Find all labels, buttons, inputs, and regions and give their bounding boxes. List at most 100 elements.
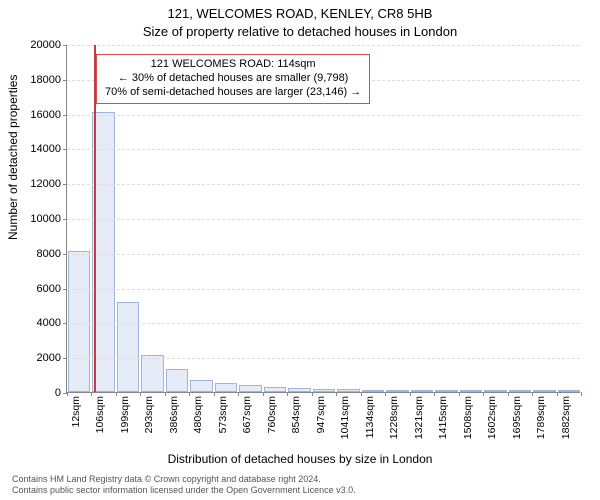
xtick-label: 1321sqm xyxy=(413,396,425,439)
chart-title-line2: Size of property relative to detached ho… xyxy=(0,24,600,39)
histogram-bar xyxy=(264,387,287,392)
xtick-mark xyxy=(361,392,362,396)
ytick-label: 8000 xyxy=(37,248,61,260)
ytick-mark xyxy=(63,80,67,81)
xtick-mark xyxy=(287,392,288,396)
xtick-mark xyxy=(336,392,337,396)
xtick-label: 1415sqm xyxy=(437,396,449,439)
chart-container: 121, WELCOMES ROAD, KENLEY, CR8 5HB Size… xyxy=(0,0,600,500)
ytick-label: 20000 xyxy=(30,39,61,51)
histogram-bar xyxy=(141,355,164,392)
histogram-bar xyxy=(313,389,336,392)
xtick-mark xyxy=(189,392,190,396)
xtick-mark xyxy=(483,392,484,396)
ytick-label: 0 xyxy=(55,387,61,399)
xtick-label: 293sqm xyxy=(143,396,155,433)
gridline xyxy=(67,254,580,255)
ytick-mark xyxy=(63,289,67,290)
xtick-label: 1789sqm xyxy=(535,396,547,439)
ytick-mark xyxy=(63,323,67,324)
histogram-bar xyxy=(190,380,213,392)
attribution-text: Contains HM Land Registry data © Crown c… xyxy=(12,474,356,496)
histogram-bar xyxy=(411,390,434,392)
xtick-label: 854sqm xyxy=(290,396,302,433)
chart-title-line1: 121, WELCOMES ROAD, KENLEY, CR8 5HB xyxy=(0,6,600,21)
xtick-label: 1882sqm xyxy=(560,396,572,439)
gridline xyxy=(67,184,580,185)
xtick-label: 760sqm xyxy=(266,396,278,433)
gridline xyxy=(67,289,580,290)
histogram-bar xyxy=(533,390,556,392)
ytick-label: 16000 xyxy=(30,109,61,121)
gridline xyxy=(67,149,580,150)
ytick-mark xyxy=(63,184,67,185)
xtick-label: 106sqm xyxy=(94,396,106,433)
xtick-mark xyxy=(91,392,92,396)
xtick-mark xyxy=(165,392,166,396)
xtick-label: 386sqm xyxy=(168,396,180,433)
histogram-bar xyxy=(362,390,385,392)
histogram-bar xyxy=(117,302,140,392)
ytick-label: 12000 xyxy=(30,178,61,190)
histogram-bar xyxy=(288,388,311,392)
attribution-line2: Contains public sector information licen… xyxy=(12,485,356,496)
histogram-bar xyxy=(166,369,189,392)
ytick-label: 10000 xyxy=(30,213,61,225)
xtick-label: 199sqm xyxy=(119,396,131,433)
ytick-mark xyxy=(63,219,67,220)
xtick-mark xyxy=(581,392,582,396)
attribution-line1: Contains HM Land Registry data © Crown c… xyxy=(12,474,356,485)
histogram-bar xyxy=(558,390,581,392)
ytick-label: 2000 xyxy=(37,352,61,364)
xtick-label: 1508sqm xyxy=(462,396,474,439)
gridline xyxy=(67,115,580,116)
ytick-mark xyxy=(63,254,67,255)
histogram-bar xyxy=(460,390,483,392)
histogram-bar xyxy=(337,389,360,392)
xtick-mark xyxy=(532,392,533,396)
ytick-mark xyxy=(63,45,67,46)
x-axis-label: Distribution of detached houses by size … xyxy=(0,452,600,466)
xtick-label: 1602sqm xyxy=(486,396,498,439)
xtick-mark xyxy=(67,392,68,396)
xtick-mark xyxy=(459,392,460,396)
xtick-mark xyxy=(385,392,386,396)
xtick-label: 1134sqm xyxy=(364,396,376,438)
gridline xyxy=(67,358,580,359)
xtick-mark xyxy=(140,392,141,396)
ytick-mark xyxy=(63,115,67,116)
ytick-label: 6000 xyxy=(37,283,61,295)
gridline xyxy=(67,323,580,324)
callout-line2: ← 30% of detached houses are smaller (9,… xyxy=(105,72,361,86)
histogram-bar xyxy=(239,385,262,392)
ytick-mark xyxy=(63,149,67,150)
ytick-mark xyxy=(63,358,67,359)
xtick-mark xyxy=(434,392,435,396)
xtick-label: 573sqm xyxy=(217,396,229,433)
callout-box: 121 WELCOMES ROAD: 114sqm ← 30% of detac… xyxy=(96,54,370,104)
xtick-mark xyxy=(410,392,411,396)
ytick-label: 18000 xyxy=(30,74,61,86)
histogram-bar xyxy=(435,390,458,392)
gridline xyxy=(67,45,580,46)
histogram-bar xyxy=(484,390,507,392)
xtick-mark xyxy=(557,392,558,396)
xtick-mark xyxy=(214,392,215,396)
xtick-mark xyxy=(116,392,117,396)
xtick-label: 947sqm xyxy=(315,396,327,433)
ytick-label: 4000 xyxy=(37,317,61,329)
xtick-label: 1041sqm xyxy=(339,396,351,439)
histogram-bar xyxy=(92,112,115,392)
callout-line3: 70% of semi-detached houses are larger (… xyxy=(105,86,361,100)
ytick-label: 14000 xyxy=(30,143,61,155)
histogram-bar xyxy=(68,251,91,392)
xtick-label: 1695sqm xyxy=(511,396,523,439)
y-axis-label: Number of detached properties xyxy=(6,75,20,240)
xtick-label: 480sqm xyxy=(192,396,204,433)
xtick-mark xyxy=(238,392,239,396)
histogram-bar xyxy=(215,383,238,392)
xtick-mark xyxy=(312,392,313,396)
xtick-label: 667sqm xyxy=(241,396,253,433)
gridline xyxy=(67,219,580,220)
xtick-mark xyxy=(508,392,509,396)
